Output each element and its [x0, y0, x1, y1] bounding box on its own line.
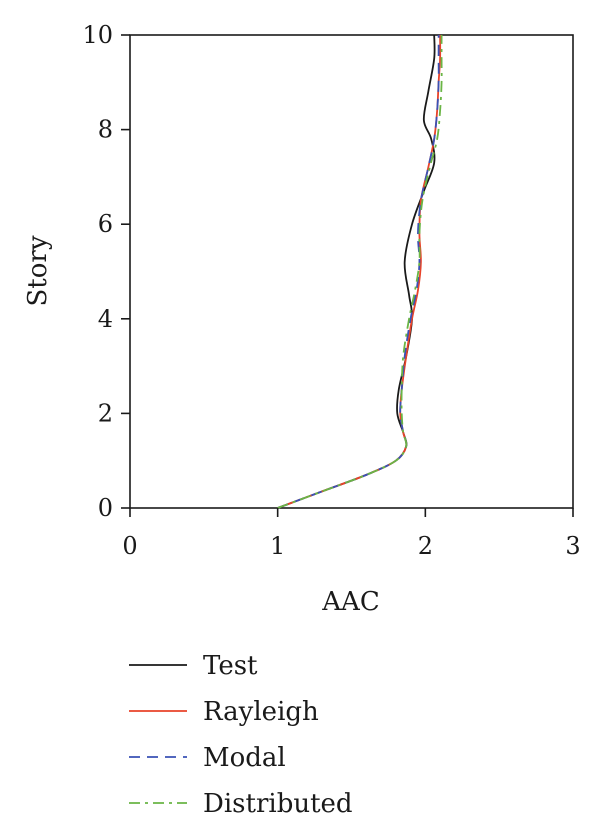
- y-axis-ticks: 0 2 4 6 8 10: [82, 21, 130, 522]
- y-tick-label: 4: [98, 305, 113, 333]
- x-tick-label: 0: [122, 532, 137, 560]
- y-tick-label: 10: [82, 21, 113, 49]
- x-tick-label: 2: [418, 532, 433, 560]
- series-layer: [277, 34, 443, 509]
- legend-label-test: Test: [203, 651, 258, 681]
- legend-label-distributed: Distributed: [203, 789, 353, 819]
- plot-frame: [129, 34, 574, 509]
- x-tick-label: 3: [565, 532, 580, 560]
- y-tick-label: 6: [98, 210, 113, 238]
- plot-area: [129, 34, 574, 509]
- y-tick-label: 2: [98, 399, 113, 427]
- x-axis-ticks: 0 1 2 3: [122, 508, 581, 560]
- x-axis-title: AAC: [321, 587, 379, 617]
- series-line-rayleigh: [277, 34, 442, 509]
- x-tick-label: 1: [270, 532, 285, 560]
- legend-label-rayleigh: Rayleigh: [203, 697, 319, 727]
- y-axis-title: Story: [23, 235, 53, 306]
- series-line-modal: [277, 35, 440, 509]
- series-line-distributed: [277, 35, 443, 509]
- y-tick-label: 0: [98, 494, 113, 522]
- legend: Test Rayleigh Modal Distributed: [129, 651, 353, 819]
- legend-label-modal: Modal: [203, 743, 286, 773]
- y-tick-label: 8: [98, 116, 113, 144]
- series-line-test: [277, 34, 436, 509]
